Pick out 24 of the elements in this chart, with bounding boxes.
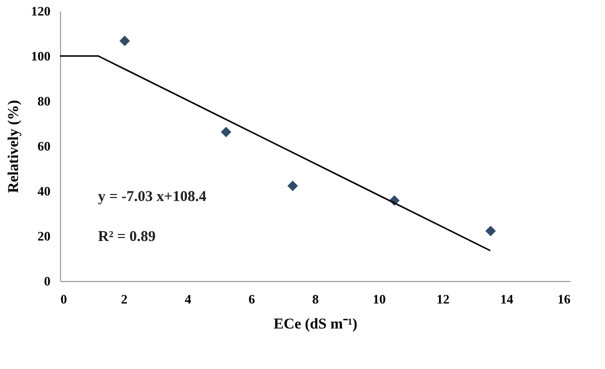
x-tick-label: 16 <box>558 292 571 306</box>
y-tick-label: 60 <box>38 138 50 154</box>
point <box>119 36 130 46</box>
x-tick-label: 8 <box>312 292 320 306</box>
y-axis-title: Relatively (%) <box>6 100 22 193</box>
x-tick-label: 14 <box>500 292 514 306</box>
x-tick-label: 10 <box>372 292 386 306</box>
x-tick-label: 12 <box>436 292 450 306</box>
annotation: R² = 0.89 <box>98 229 156 245</box>
point <box>485 226 496 236</box>
y-tick-label: 80 <box>38 94 50 108</box>
y-tick-label: 100 <box>31 48 50 64</box>
point <box>220 126 232 138</box>
x-tick-label: 4 <box>184 292 192 306</box>
y-tick-label: 40 <box>38 184 50 198</box>
y-tick-label: 0 <box>44 274 50 288</box>
x-tick-label: 6 <box>248 292 256 306</box>
annotation: y = -7.03 x+108.4 <box>98 189 207 205</box>
x-tick-label: 2 <box>121 292 128 306</box>
x-tick-label: 0 <box>60 292 67 306</box>
y-tick-label: 20 <box>38 228 50 244</box>
y-tick-label: 120 <box>31 4 50 18</box>
x-axis-title: ECe (dS m⁻¹) <box>274 316 358 332</box>
point <box>287 180 298 192</box>
